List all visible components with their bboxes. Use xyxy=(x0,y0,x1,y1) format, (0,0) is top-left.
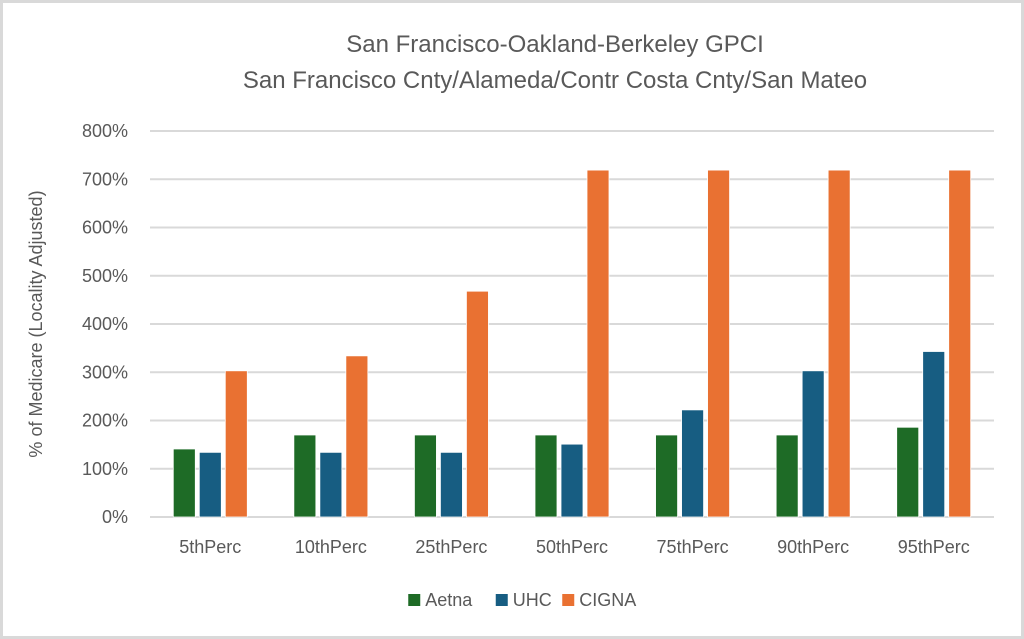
bar-aetna-95thperc xyxy=(896,426,920,518)
bar-cigna-95thperc xyxy=(948,169,972,518)
legend-label: CIGNA xyxy=(579,590,636,610)
bar-aetna-25thperc xyxy=(414,434,437,518)
y-tick-label: 100% xyxy=(82,459,128,479)
legend-item-cigna: CIGNA xyxy=(562,590,636,610)
legend-swatch xyxy=(408,594,421,606)
bar-uhc-90thperc xyxy=(801,370,825,518)
bar-cigna-90thperc xyxy=(827,169,851,518)
y-tick-label: 600% xyxy=(82,218,128,238)
y-tick-label: 0% xyxy=(102,507,128,527)
bar-cigna-50thperc xyxy=(586,169,610,518)
x-tick-label: 75thPerc xyxy=(657,537,729,557)
legend-label: UHC xyxy=(513,590,552,610)
legend: Aetna UHC CIGNA xyxy=(408,590,636,610)
x-tick-label: 5thPerc xyxy=(179,537,241,557)
legend-label: Aetna xyxy=(425,590,473,610)
bar-aetna-10thperc xyxy=(293,434,317,518)
bars xyxy=(172,169,972,518)
bar-cigna-25thperc xyxy=(466,290,489,518)
chart-title: San Francisco-Oakland-Berkeley GPCI xyxy=(346,31,764,58)
legend-swatch xyxy=(562,594,575,606)
y-tick-label: 400% xyxy=(82,314,128,334)
bar-aetna-5thperc xyxy=(172,448,196,518)
legend-item-uhc: UHC xyxy=(495,590,552,610)
y-axis-ticks: 0% 100% 200% 300% 400% 500% 600% 700% 800% xyxy=(82,121,128,527)
bar-aetna-50thperc xyxy=(534,434,558,518)
bar-uhc-50thperc xyxy=(560,443,584,518)
y-tick-label: 300% xyxy=(82,362,128,382)
x-axis-ticks: 5thPerc 10thPerc 25thPerc 50thPerc 75thPerc 9… xyxy=(179,537,969,557)
x-tick-label: 25thPerc xyxy=(415,537,487,557)
x-tick-label: 50thPerc xyxy=(536,537,608,557)
bar-cigna-5thperc xyxy=(224,370,248,518)
bar-uhc-95thperc xyxy=(922,351,946,518)
gridlines xyxy=(150,130,994,518)
x-tick-label: 95thPerc xyxy=(898,537,970,557)
bar-uhc-25thperc xyxy=(440,451,463,518)
bar-aetna-75thperc xyxy=(655,434,678,518)
y-tick-label: 700% xyxy=(82,169,128,189)
legend-swatch xyxy=(495,594,508,606)
bar-uhc-75thperc xyxy=(681,409,704,518)
y-tick-label: 500% xyxy=(82,266,128,286)
bar-cigna-10thperc xyxy=(345,355,369,518)
bar-uhc-10thperc xyxy=(319,451,343,518)
bar-cigna-75thperc xyxy=(707,169,730,518)
legend-item-aetna: Aetna xyxy=(408,590,473,610)
x-tick-label: 90thPerc xyxy=(777,537,849,557)
bar-aetna-90thperc xyxy=(775,434,799,518)
y-tick-label: 800% xyxy=(82,121,128,141)
y-axis-title: % of Medicare (Locality Adjusted) xyxy=(26,190,46,457)
y-tick-label: 200% xyxy=(82,411,128,431)
x-tick-label: 10thPerc xyxy=(295,537,367,557)
chart-subtitle: San Francisco Cnty/Alameda/Contr Costa C… xyxy=(243,67,867,94)
bar-uhc-5thperc xyxy=(198,451,222,518)
